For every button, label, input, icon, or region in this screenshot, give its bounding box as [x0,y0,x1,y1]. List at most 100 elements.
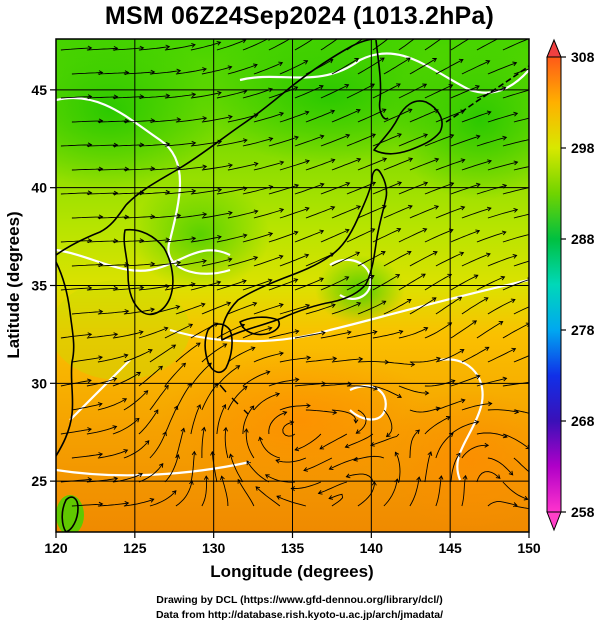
streamline [502,481,528,500]
streamline [398,83,427,99]
streamline-arrowhead [279,160,285,166]
streamline-arrowhead [432,251,438,256]
streamline-arrowhead [539,256,543,260]
streamline [279,304,310,315]
streamline-arrowhead [98,452,104,457]
streamline [502,433,529,449]
streamline-arrowhead [294,135,299,141]
streamline [123,440,150,459]
streamline-arrowhead [202,164,208,170]
streamline-arrowhead [373,385,379,391]
streamline-arrowhead [344,443,350,449]
streamline-arrowhead [138,472,143,478]
streamline-arrowhead [345,473,351,479]
streamline-arrowhead [371,480,377,486]
streamline [253,62,283,75]
streamline [164,454,179,483]
streamline [123,119,155,123]
streamline [242,88,273,99]
streamline [138,327,168,339]
x-tick-label: 140 [360,540,384,556]
streamline-arrowhead [355,251,361,257]
streamline [201,164,233,171]
streamline [60,144,92,147]
streamline [190,236,222,243]
streamline-arrowhead [98,355,103,361]
streamline [331,109,361,123]
streamline [279,357,311,363]
streamline-arrowhead [356,302,362,307]
streamline [372,133,402,147]
streamline-arrowhead [501,230,507,236]
streamline-arrowhead [406,299,412,304]
streamline-arrowhead [394,451,400,457]
streamline-arrowhead [415,429,420,435]
streamline-arrowhead [473,34,477,38]
streamline-arrowhead [328,465,334,470]
streamline-arrowhead [196,404,202,409]
streamline-arrowhead [124,500,130,506]
streamline [268,378,299,387]
streamline-arrowhead [202,212,208,218]
streamline [476,321,503,339]
streamline [60,192,92,195]
streamline-arrowhead [294,183,300,189]
streamline [149,385,169,411]
streamline-arrowhead [158,462,164,468]
streamline-arrowhead [268,232,274,237]
streamline [409,477,420,507]
streamline [123,349,153,363]
streamline-arrowhead [332,356,338,362]
map-title: MSM 06Z24Sep2024 (1013.2hPa) [104,2,495,30]
streamline-arrowhead [512,254,518,259]
streamline [123,308,155,315]
streamline-arrowhead [268,184,274,190]
streamline-arrowhead [423,133,429,138]
streamline-arrowhead [306,355,312,361]
streamline-arrowhead [405,57,411,62]
streamline [331,252,360,267]
streamline-arrowhead [267,326,273,331]
streamline [357,300,386,315]
streamline [71,72,103,75]
streamline-arrowhead [398,329,404,335]
lat-lon-grid [56,39,529,532]
streamline [450,39,470,51]
streamline [123,498,154,507]
streamline [461,160,492,171]
streamline [86,333,118,339]
streamline-arrowhead [511,347,517,353]
longitude-axis: 120 125 130 135 140 145 150 [44,532,541,556]
streamline-arrowhead [227,257,233,263]
streamline-arrowhead [371,133,376,138]
streamline-arrowhead [165,237,171,243]
streamline [461,444,489,459]
streamline-arrowhead [241,279,247,284]
streamline [305,357,337,363]
streamline [424,274,452,291]
streamline-arrowhead [381,300,387,305]
streamline [175,165,207,171]
streamline-arrowhead [222,343,228,348]
streamline [398,39,415,51]
streamline [224,427,229,459]
streamline-arrowhead [370,228,376,233]
streamline [86,144,118,147]
streamline [305,409,337,414]
streamline-arrowhead [305,303,311,309]
streamline-arrowhead [123,353,129,359]
streamline [320,84,349,99]
streamline-arrowhead [381,108,387,113]
streamline-arrowhead [220,475,225,481]
streamline-arrowhead [408,157,414,162]
streamline-arrowhead [97,402,103,407]
streamline-arrowhead [434,205,440,210]
colorbar-tick-label: 288 [571,231,595,247]
streamline-arrowhead [354,58,360,63]
streamline [476,184,507,195]
streamline-arrowhead [278,61,284,67]
streamline [398,133,428,147]
streamline [398,385,429,394]
streamline [291,481,322,489]
streamline [97,354,128,363]
